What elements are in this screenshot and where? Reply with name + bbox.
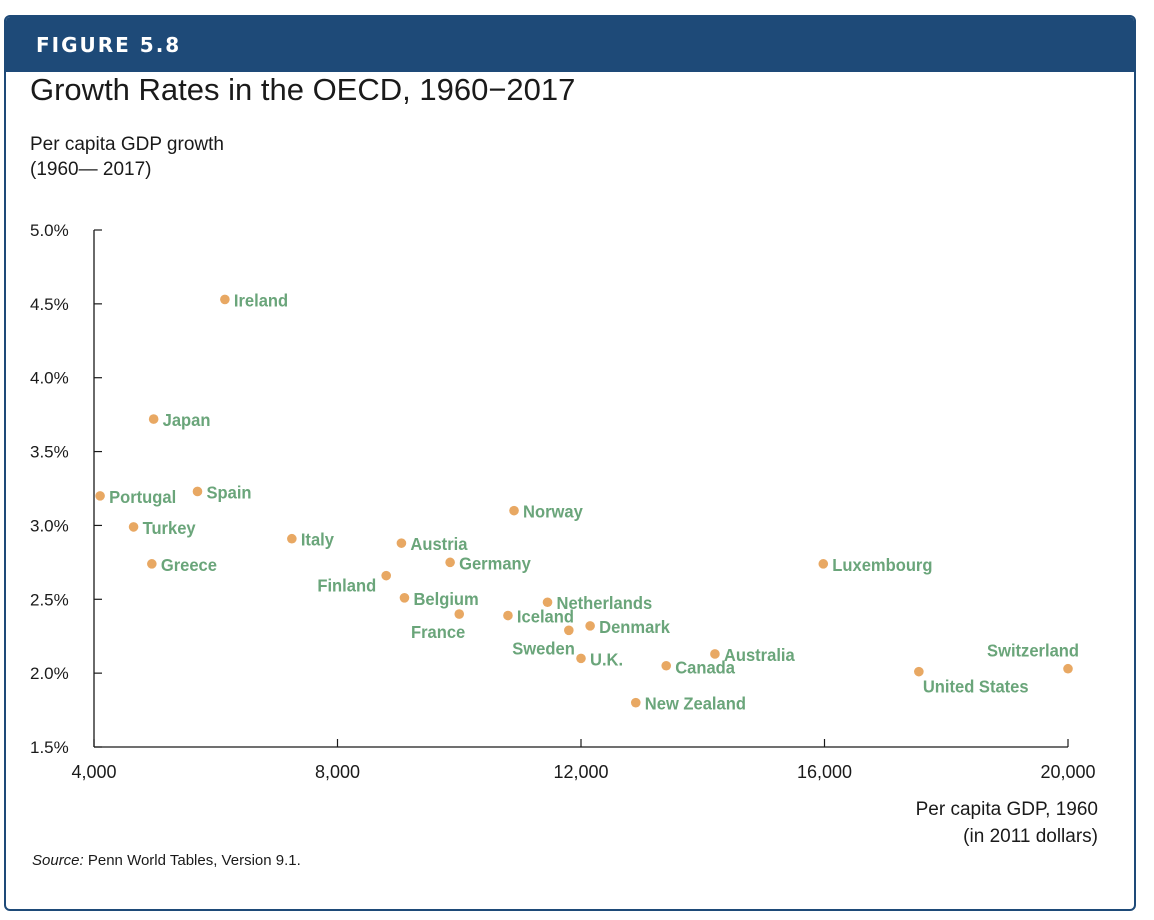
data-label: Ireland	[234, 290, 288, 311]
x-tick-label: 4,000	[71, 762, 116, 782]
data-label: Spain	[206, 482, 251, 503]
data-point	[95, 491, 105, 501]
data-label: Iceland	[517, 606, 574, 627]
x-tick-label: 16,000	[797, 762, 852, 782]
x-tick-label: 20,000	[1040, 762, 1095, 782]
y-tick-label: 2.5%	[30, 590, 69, 609]
data-label: Sweden	[512, 638, 575, 659]
data-point	[914, 666, 924, 677]
data-point	[1063, 663, 1073, 674]
data-label: France	[411, 621, 466, 642]
x-tick-label: 12,000	[553, 762, 608, 782]
data-label: U.K.	[590, 649, 623, 670]
data-point	[585, 621, 595, 631]
y-tick-label: 5.0%	[30, 221, 69, 240]
y-tick-label: 2.0%	[30, 664, 69, 683]
data-point	[381, 570, 392, 581]
data-label: Greece	[161, 554, 217, 575]
data-point	[630, 697, 641, 708]
x-axis-label-line: (in 2011 dollars)	[963, 826, 1098, 847]
data-label: Norway	[523, 501, 583, 522]
data-point	[661, 660, 672, 671]
data-point	[445, 557, 455, 568]
data-point	[509, 505, 519, 516]
data-label: Turkey	[143, 517, 196, 538]
data-point	[287, 533, 297, 544]
data-point	[542, 597, 553, 608]
data-point	[564, 625, 574, 636]
data-point	[148, 414, 159, 424]
data-label: Austria	[410, 534, 467, 555]
data-point	[399, 593, 410, 603]
data-label: Switzerland	[987, 640, 1079, 661]
source-text: Penn World Tables, Version 9.1.	[83, 852, 301, 869]
data-label: Australia	[724, 644, 795, 665]
x-tick-label: 8,000	[315, 762, 360, 782]
data-point	[147, 559, 157, 569]
figure-header: FIGURE 5.8	[6, 17, 1134, 72]
y-tick-label: 1.5%	[30, 738, 69, 757]
data-label: Germany	[459, 553, 531, 574]
data-point	[503, 610, 513, 621]
data-point	[396, 538, 407, 548]
y-axis-label-line-2: (1960— 2017)	[30, 159, 152, 180]
data-label: Belgium	[413, 588, 478, 609]
chart-title: Growth Rates in the OECD, 1960−2017	[30, 72, 576, 107]
y-tick-label: 3.0%	[30, 516, 69, 535]
source-note: Source: Penn World Tables, Version 9.1.	[32, 852, 301, 869]
data-point	[192, 486, 203, 497]
data-point	[818, 559, 829, 569]
y-tick-label: 4.5%	[30, 295, 69, 314]
data-label: Denmark	[599, 616, 670, 637]
data-point	[128, 522, 139, 532]
data-label: Canada	[675, 657, 735, 678]
data-label: Portugal	[109, 486, 176, 507]
y-tick-label: 3.5%	[30, 443, 69, 462]
data-label: Luxembourg	[832, 554, 932, 575]
data-point	[220, 294, 230, 305]
data-label: Finland	[317, 575, 376, 596]
data-label: Japan	[163, 409, 211, 430]
data-label: Italy	[301, 529, 334, 550]
data-point	[454, 609, 465, 619]
y-axis-label: Per capita GDP growth (1960— 2017)	[30, 132, 224, 182]
source-label: Source:	[32, 852, 84, 869]
figure-frame: FIGURE 5.8	[4, 15, 1136, 911]
figure-label: FIGURE 5.8	[36, 33, 182, 57]
y-tick-label: 4.0%	[30, 369, 69, 388]
y-axis-label-line-1: Per capita GDP growth	[30, 134, 224, 155]
data-label: United States	[923, 676, 1029, 697]
x-axis-label-line: Per capita GDP, 1960	[916, 799, 1098, 820]
data-label: New Zealand	[645, 693, 746, 714]
data-point	[710, 649, 720, 659]
data-label: Netherlands	[557, 593, 653, 614]
data-point	[576, 653, 586, 664]
